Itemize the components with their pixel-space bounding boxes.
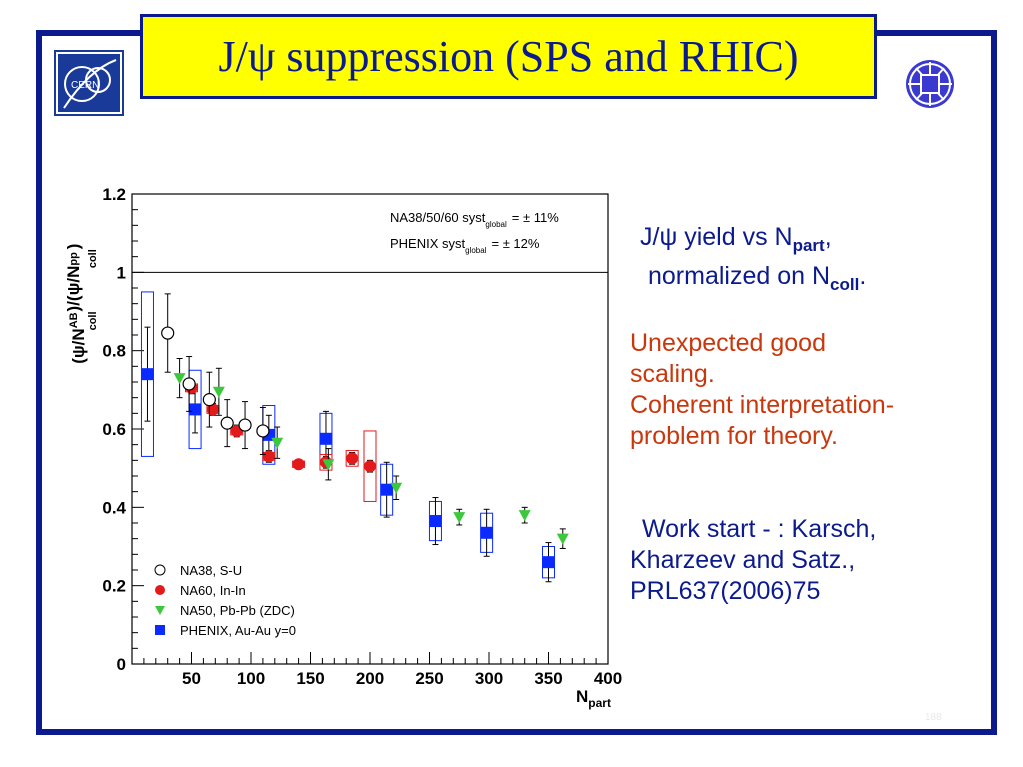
point-phenix	[141, 368, 154, 381]
y-tick-label: 0	[117, 655, 126, 674]
legend-label: NA38, S-U	[180, 563, 242, 578]
point-na50	[322, 459, 335, 471]
legend-marker-na50	[155, 606, 165, 615]
x-tick-label: 100	[237, 669, 265, 688]
point-na50	[518, 510, 531, 522]
cern-logo: CERN	[54, 50, 124, 116]
x-tick-label: 400	[594, 669, 622, 688]
x-tick-label: 250	[415, 669, 443, 688]
legend-marker-na60	[155, 585, 165, 595]
point-na60	[364, 460, 376, 473]
x-tick-label: 200	[356, 669, 384, 688]
x-tick-label: 150	[296, 669, 324, 688]
point-phenix	[542, 556, 555, 569]
legend-label: NA50, Pb-Pb (ZDC)	[180, 603, 295, 618]
y-tick-label: 1.2	[102, 185, 126, 204]
point-na50	[212, 386, 225, 398]
point-na38	[161, 326, 175, 340]
y-axis-label: (ψ/NAB coll)/(ψ/Npp coll)	[64, 244, 99, 364]
point-na38	[202, 393, 216, 407]
point-na60	[206, 403, 219, 416]
point-na60	[292, 458, 305, 471]
point-na38	[238, 418, 252, 432]
title-box: J/ψ suppression (SPS and RHIC)	[140, 14, 877, 99]
x-tick-label: 350	[534, 669, 562, 688]
point-na60	[262, 450, 275, 463]
point-na38	[220, 416, 234, 430]
point-na38	[256, 424, 270, 438]
legend-marker-na38	[154, 564, 166, 576]
normalized-line: normalized on Ncoll.	[648, 262, 867, 294]
y-axis-label-text: (ψ/NAB coll)/(ψ/Npp coll)	[64, 244, 99, 364]
point-na50	[453, 512, 466, 524]
point-phenix	[319, 432, 332, 445]
point-phenix	[380, 483, 393, 496]
point-na50	[173, 373, 186, 385]
ref-line-1: Work start - : Karsch,	[642, 515, 877, 543]
point-na60	[346, 452, 359, 465]
point-phenix	[189, 403, 202, 416]
jpsi-suppression-chart: 0 0.2 0.4 0.6 0.8 1 1.2 50 100 150 200 250 300 350 400…	[64, 185, 622, 710]
yield-note: J/ψ yield vs Npart, normalized on Ncoll.	[640, 222, 970, 300]
point-phenix	[480, 526, 493, 539]
y-tick-label: 0.8	[102, 342, 126, 361]
note-red-line-1: Unexpected good	[630, 329, 826, 357]
legend-marker-phenix	[155, 625, 165, 635]
slide-title: J/ψ suppression (SPS and RHIC)	[218, 32, 799, 81]
cern-logo-text: CERN	[71, 80, 99, 91]
note-red-line-4: problem for theory.	[630, 422, 838, 450]
ref-line-3: PRL637(2006)75	[630, 577, 821, 605]
y-tick-label: 1	[117, 263, 126, 282]
x-tick-label: 50	[182, 669, 201, 688]
y-tick-label: 0.4	[102, 498, 126, 517]
institute-logo	[906, 60, 954, 108]
x-axis-label: Npart	[576, 687, 611, 710]
y-tick-label: 0.2	[102, 577, 126, 596]
point-phenix	[429, 515, 442, 528]
interpretation-note: Unexpected good scaling. Coherent interp…	[630, 328, 980, 452]
point-na50	[390, 482, 403, 494]
point-na38	[182, 377, 196, 391]
point-na50	[271, 437, 284, 449]
legend-label: NA60, In-In	[180, 583, 246, 598]
syst-annotation: PHENIX systglobal = ± 12%	[390, 236, 540, 255]
legend-label: PHENIX, Au-Au y=0	[180, 623, 296, 638]
reference-note: Work start - : Karsch, Kharzeev and Satz…	[630, 514, 980, 607]
yield-line: J/ψ yield vs Npart,	[640, 223, 832, 255]
note-red-line-3: Coherent interpretation-	[630, 391, 895, 419]
ref-line-2: Kharzeev and Satz.,	[630, 546, 856, 574]
note-red-line-2: scaling.	[630, 360, 715, 388]
page-number: 188	[925, 712, 942, 723]
y-tick-label: 0.6	[102, 420, 126, 439]
x-tick-label: 300	[475, 669, 503, 688]
point-na50	[556, 533, 569, 545]
syst-annotation: NA38/50/60 systglobal = ± 11%	[390, 210, 559, 229]
chart-container: 0 0.2 0.4 0.6 0.8 1 1.2 50 100 150 200 250 300 350 400…	[60, 172, 630, 717]
